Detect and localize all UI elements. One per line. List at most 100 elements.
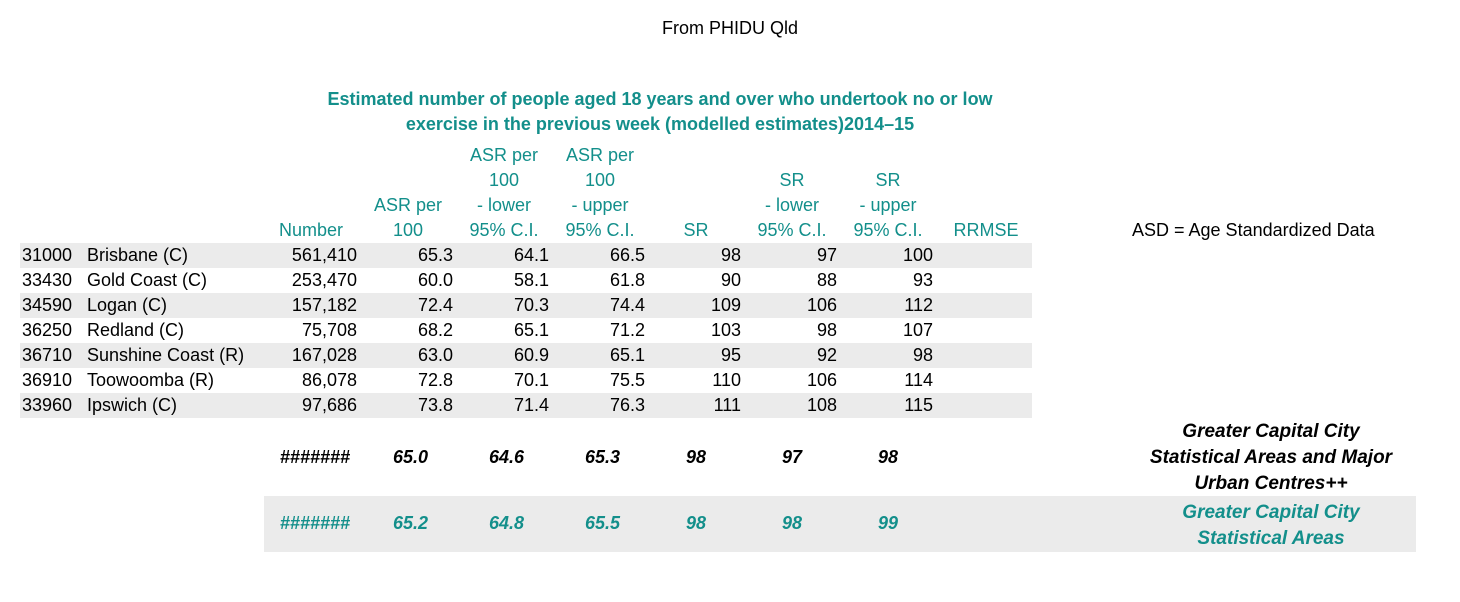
summary-number: #######: [279, 513, 350, 533]
cell-sr-lower: 92: [816, 345, 837, 365]
cell-name: Redland (C): [87, 320, 185, 340]
cell-sr-lower: 88: [816, 270, 837, 290]
table-title-line-2: exercise in the previous week (modelled …: [405, 114, 915, 134]
cell-asr-lower: 58.1: [513, 270, 549, 290]
cell-asr: 68.2: [417, 320, 453, 340]
cell-name: Toowoomba (R): [87, 370, 215, 390]
summary-band: [264, 496, 1416, 552]
cell-sr-upper: 93: [912, 270, 933, 290]
summary-sr-lower: 98: [781, 513, 802, 533]
summary-asr-upper: 65.3: [584, 447, 620, 467]
cell-asr-lower: 60.9: [513, 345, 549, 365]
cell-sr-lower: 106: [806, 295, 837, 315]
cell-number: 167,028: [291, 345, 357, 365]
header-rrmse: RRMSE: [940, 218, 1032, 243]
cell-asr-upper: 76.3: [609, 395, 645, 415]
cell-asr: 73.8: [417, 395, 453, 415]
cell-asr-lower: 64.1: [513, 245, 549, 265]
cell-asr-lower: 71.4: [513, 395, 549, 415]
cell-asr-upper: 65.1: [609, 345, 645, 365]
header-line: 100: [392, 220, 424, 240]
cell-asr: 65.3: [417, 245, 453, 265]
cell-code: 33960: [22, 395, 73, 415]
cell-asr: 72.8: [417, 370, 453, 390]
summary-asr-lower: 64.6: [488, 447, 524, 467]
cell-sr-lower: 97: [816, 245, 837, 265]
cell-asr-upper: 75.5: [609, 370, 645, 390]
cell-asr-upper: 66.5: [609, 245, 645, 265]
cell-sr-lower: 108: [806, 395, 837, 415]
row-shading: [20, 393, 1032, 418]
cell-name: Gold Coast (C): [87, 270, 208, 290]
cell-name: Ipswich (C): [87, 395, 178, 415]
summary-sr-upper: 98: [877, 447, 898, 467]
cell-code: 33430: [22, 270, 73, 290]
header-line: 100: [488, 170, 520, 190]
header-asr-lower: ASR per 100 - lower 95% C.I.: [458, 143, 550, 243]
cell-sr: 90: [720, 270, 741, 290]
cell-name: Brisbane (C): [87, 245, 189, 265]
cell-code: 34590: [22, 295, 73, 315]
summary-label-line: Statistical Areas: [1197, 528, 1345, 549]
header-line: - upper: [859, 195, 917, 215]
cell-number: 97,686: [301, 395, 357, 415]
cell-sr-lower: 106: [806, 370, 837, 390]
summary-label-1: Greater Capital City Statistical Areas a…: [1110, 419, 1432, 497]
cell-sr-upper: 107: [902, 320, 933, 340]
cell-asr: 72.4: [417, 295, 453, 315]
cell-asr-upper: 74.4: [609, 295, 645, 315]
asd-note: ASD = Age Standardized Data: [1132, 220, 1375, 240]
cell-asr-lower: 70.1: [513, 370, 549, 390]
cell-number: 157,182: [291, 295, 357, 315]
header-asr-upper: ASR per 100 - upper 95% C.I.: [554, 143, 646, 243]
summary-asr: 65.2: [392, 513, 428, 533]
table-title: Estimated number of people aged 18 years…: [260, 87, 1060, 137]
header-line: 95% C.I.: [853, 220, 923, 240]
cell-sr: 109: [710, 295, 741, 315]
header-line: - lower: [476, 195, 531, 215]
header-sr-lower: SR - lower 95% C.I.: [746, 168, 838, 243]
cell-sr-lower: 98: [816, 320, 837, 340]
row-shading: [20, 243, 1032, 268]
table-title-line-1: Estimated number of people aged 18 years…: [327, 89, 993, 109]
header-asr: ASR per 100: [362, 193, 454, 243]
summary-sr: 98: [685, 447, 706, 467]
summary-label-line: Urban Centres++: [1194, 473, 1348, 494]
cell-code: 36910: [22, 370, 73, 390]
header-line: SR: [875, 170, 901, 190]
summary-sr-lower: 97: [781, 447, 802, 467]
source-label: From PHIDU Qld: [661, 18, 798, 38]
cell-sr-upper: 115: [904, 395, 933, 415]
cell-number: 86,078: [301, 370, 357, 390]
summary-number: #######: [279, 447, 350, 467]
header-number: Number: [270, 218, 352, 243]
header-line: ASR per: [469, 145, 539, 165]
cell-asr: 63.0: [417, 345, 453, 365]
header-line: Number: [278, 220, 344, 240]
summary-label-line: Greater Capital City: [1182, 502, 1360, 523]
cell-code: 36710: [22, 345, 73, 365]
summary-sr-upper: 99: [877, 513, 898, 533]
summary-asr-upper: 65.5: [584, 513, 620, 533]
summary-asr-lower: 64.8: [488, 513, 524, 533]
cell-code: 31000: [22, 245, 73, 265]
cell-asr-upper: 71.2: [609, 320, 645, 340]
cell-sr: 110: [712, 370, 741, 390]
header-line: 95% C.I.: [469, 220, 539, 240]
header-line: 95% C.I.: [757, 220, 827, 240]
row-shading: [20, 293, 1032, 318]
summary-sr: 98: [685, 513, 706, 533]
header-line: - lower: [764, 195, 819, 215]
cell-sr: 103: [710, 320, 741, 340]
cell-asr-lower: 70.3: [513, 295, 549, 315]
header-line: SR: [779, 170, 805, 190]
summary-label-2: Greater Capital City Statistical Areas: [1110, 500, 1432, 552]
cell-asr: 60.0: [417, 270, 453, 290]
header-line: ASR per: [373, 195, 443, 215]
cell-sr: 95: [720, 345, 741, 365]
cell-code: 36250: [22, 320, 73, 340]
cell-number: 75,708: [301, 320, 357, 340]
cell-number: 253,470: [291, 270, 357, 290]
summary-label-line: Statistical Areas and Major: [1149, 447, 1393, 468]
cell-number: 561,410: [291, 245, 357, 265]
